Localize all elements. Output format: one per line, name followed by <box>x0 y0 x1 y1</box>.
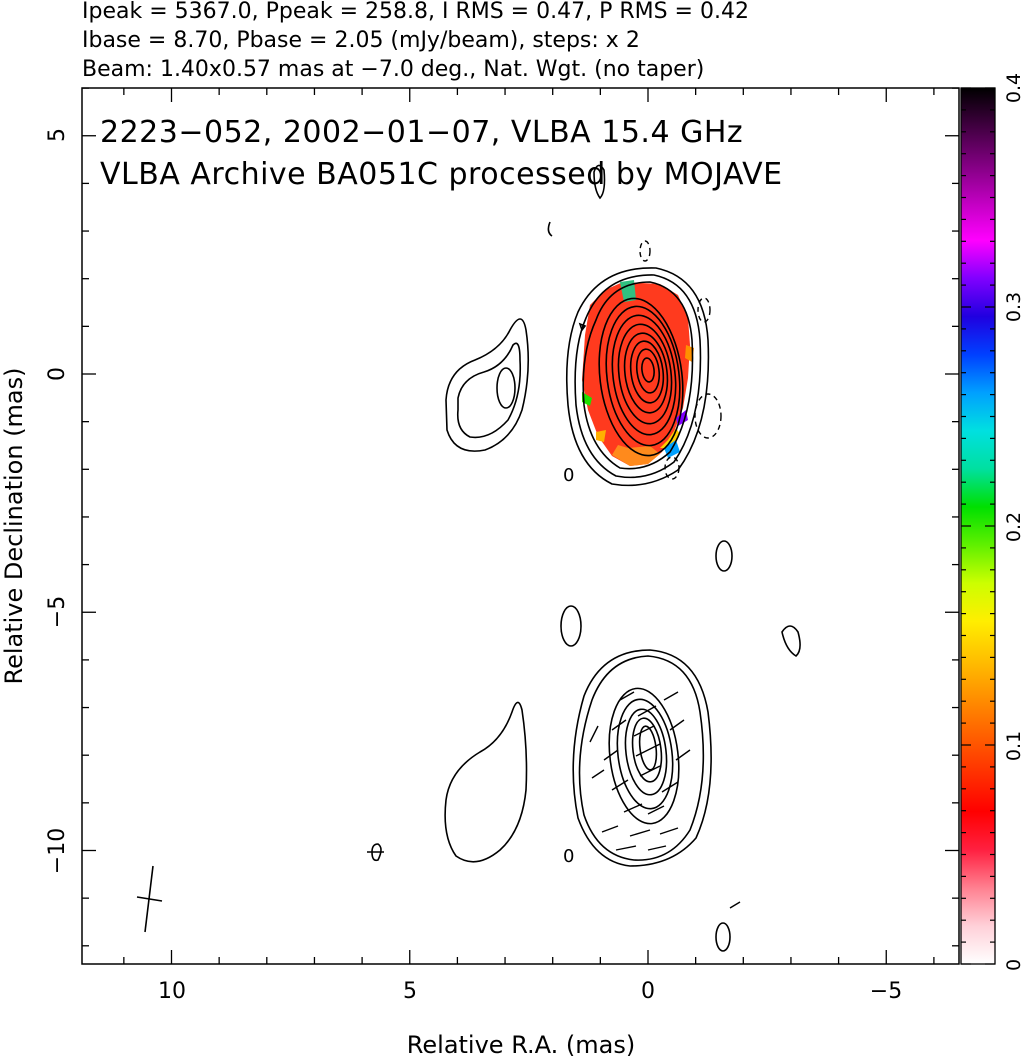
x-tick-label-0: 0 <box>641 979 655 1004</box>
contour-neg-2 <box>697 297 711 323</box>
contour-neg-4 <box>664 456 680 480</box>
contour-bottom-small-1 <box>371 843 382 862</box>
colorbar-ticks <box>961 87 995 965</box>
colorbar-label-0.4: 0.4 <box>1003 73 1022 103</box>
colorbar-label-0.3: 0.3 <box>1003 292 1022 322</box>
y-axis-label: Relative Declination (mas) <box>0 367 28 684</box>
y-tick-label-0: 0 <box>45 367 70 381</box>
x-tick-label-10: 10 <box>158 979 186 1004</box>
plot-frame <box>81 87 960 965</box>
contour-neg-3 <box>694 393 722 439</box>
header-line-1: Ipeak = 5367.0, Ppeak = 258.8, I RMS = 0… <box>82 0 749 24</box>
header-line-2: Ibase = 8.70, Pbase = 2.05 (mJy/beam), s… <box>82 28 640 53</box>
colorbar-label-0.1: 0.1 <box>1003 731 1022 761</box>
top-zero-label: 0 <box>563 465 574 486</box>
evpa-small-2 <box>729 901 741 909</box>
bottom-left-component <box>444 701 528 863</box>
x-tick-label-minus5: −5 <box>870 979 902 1004</box>
y-tick-label-minus10: −10 <box>45 828 70 874</box>
colorbar-label-0: 0 <box>1003 959 1022 971</box>
top-left-component <box>445 318 530 452</box>
contour-mid-2 <box>560 605 582 647</box>
beam-cross <box>136 865 163 933</box>
x-axis-label: Relative R.A. (mas) <box>407 1031 635 1059</box>
axis-ticks <box>82 87 959 964</box>
y-tick-label-minus5: −5 <box>45 596 70 628</box>
contour-bottom-small-2 <box>715 922 731 952</box>
contour-mid-1 <box>715 540 733 572</box>
contour-mid-3 <box>781 625 801 657</box>
y-tick-label-5: 5 <box>45 128 70 142</box>
bottom-core-contours <box>572 649 712 867</box>
top-polarization-region <box>582 280 694 466</box>
contour-neg-1 <box>639 240 651 262</box>
x-tick-label-5: 5 <box>403 979 417 1004</box>
plot-title: 2223−052, 2002−01−07, VLBA 15.4 GHz <box>100 115 743 150</box>
colorbar-label-0.2: 0.2 <box>1003 512 1022 542</box>
bottom-evpa-vectors <box>589 691 691 851</box>
top-core-contours <box>565 267 710 487</box>
bottom-zero-label: 0 <box>563 846 574 867</box>
contour-top-1 <box>593 164 606 200</box>
contour-top-2 <box>547 221 553 237</box>
plot-subtitle: VLBA Archive BA051C processed by MOJAVE <box>100 157 783 192</box>
header-line-3: Beam: 1.40x0.57 mas at −7.0 deg., Nat. W… <box>82 57 704 82</box>
